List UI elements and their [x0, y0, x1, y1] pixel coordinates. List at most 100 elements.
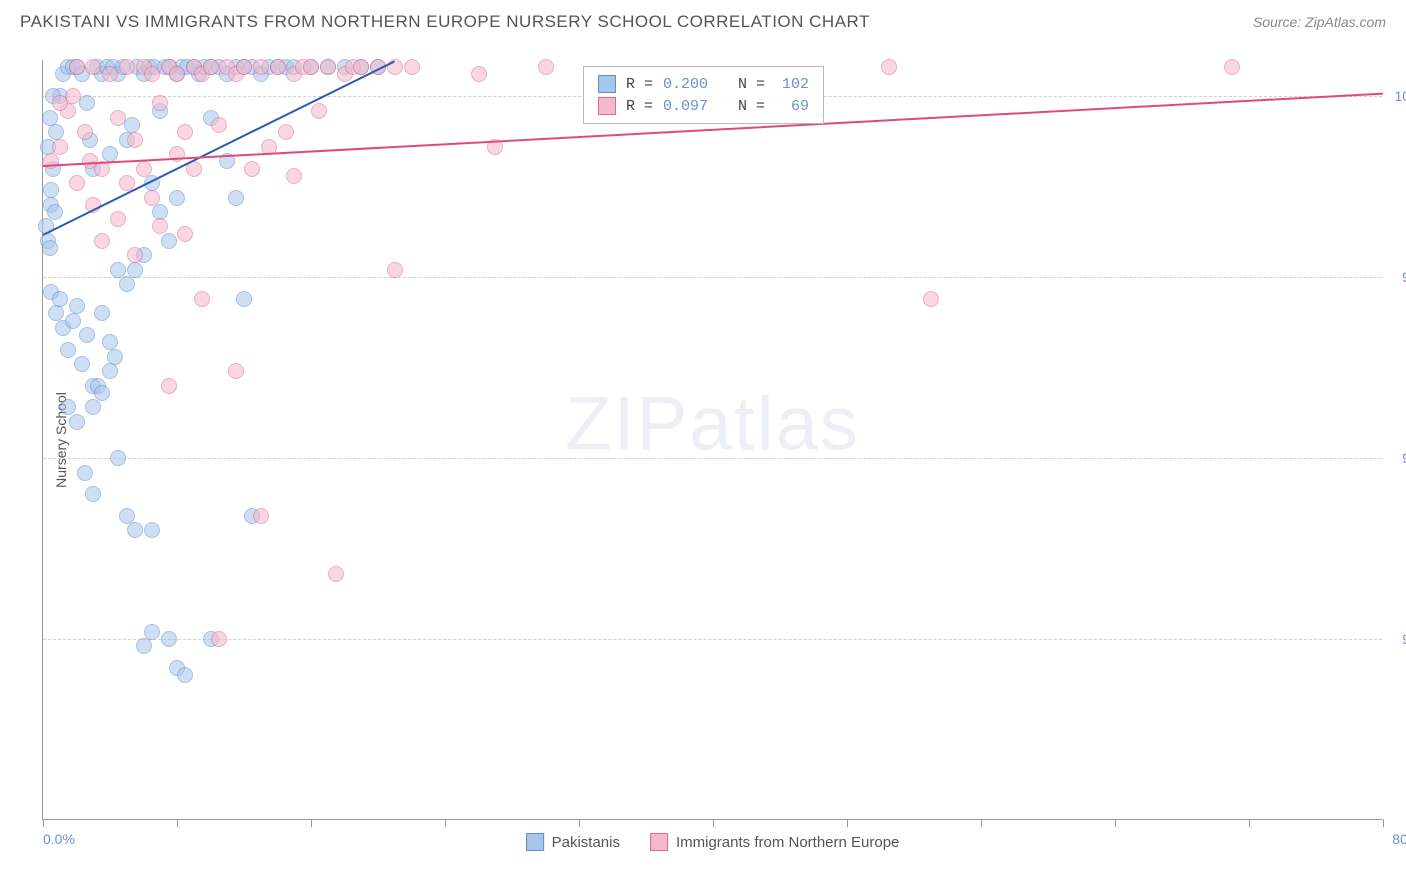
data-point: [69, 175, 85, 191]
data-point: [77, 124, 93, 140]
data-point: [244, 161, 260, 177]
r-value: 0.200: [663, 76, 708, 93]
chart-header: PAKISTANI VS IMMIGRANTS FROM NORTHERN EU…: [0, 0, 1406, 40]
data-point: [236, 291, 252, 307]
data-point: [69, 414, 85, 430]
data-point: [94, 385, 110, 401]
data-point: [211, 117, 227, 133]
data-point: [169, 190, 185, 206]
data-point: [94, 233, 110, 249]
n-value: 69: [775, 98, 809, 115]
gridline: [43, 458, 1382, 459]
watermark-zip: ZIP: [565, 382, 689, 467]
data-point: [102, 66, 118, 82]
x-tick: [43, 819, 44, 827]
data-point: [144, 624, 160, 640]
series-name: Immigrants from Northern Europe: [676, 834, 899, 851]
data-point: [136, 161, 152, 177]
data-point: [538, 59, 554, 75]
n-value: 102: [775, 76, 809, 93]
data-point: [303, 59, 319, 75]
y-tick-label: 95.0%: [1387, 450, 1406, 466]
x-tick: [1115, 819, 1116, 827]
y-tick-label: 100.0%: [1387, 88, 1406, 104]
data-point: [278, 124, 294, 140]
data-point: [144, 66, 160, 82]
x-tick: [713, 819, 714, 827]
x-tick: [311, 819, 312, 827]
data-point: [102, 146, 118, 162]
data-point: [1224, 59, 1240, 75]
x-tick: [847, 819, 848, 827]
data-point: [144, 522, 160, 538]
data-point: [43, 153, 59, 169]
data-point: [47, 204, 63, 220]
r-value: 0.097: [663, 98, 708, 115]
data-point: [74, 356, 90, 372]
x-tick: [579, 819, 580, 827]
chart-title: PAKISTANI VS IMMIGRANTS FROM NORTHERN EU…: [20, 12, 870, 32]
data-point: [177, 667, 193, 683]
data-point: [144, 190, 160, 206]
data-point: [52, 139, 68, 155]
data-point: [119, 59, 135, 75]
data-point: [94, 305, 110, 321]
data-point: [923, 291, 939, 307]
data-point: [881, 59, 897, 75]
data-point: [65, 313, 81, 329]
legend-swatch: [650, 833, 668, 851]
data-point: [65, 88, 81, 104]
data-point: [236, 59, 252, 75]
data-point: [69, 298, 85, 314]
data-point: [48, 124, 64, 140]
y-tick-label: 97.5%: [1387, 269, 1406, 285]
chart-source: Source: ZipAtlas.com: [1253, 14, 1386, 30]
x-tick: [981, 819, 982, 827]
x-tick-label: 80.0%: [1392, 831, 1406, 847]
data-point: [127, 247, 143, 263]
data-point: [102, 363, 118, 379]
data-point: [253, 508, 269, 524]
data-point: [328, 566, 344, 582]
series-legend-item: Pakistanis: [526, 833, 620, 851]
data-point: [161, 378, 177, 394]
y-tick-label: 92.5%: [1387, 631, 1406, 647]
data-point: [52, 291, 68, 307]
data-point: [127, 262, 143, 278]
data-point: [320, 59, 336, 75]
legend-swatch: [598, 75, 616, 93]
data-point: [177, 124, 193, 140]
data-point: [286, 168, 302, 184]
data-point: [69, 59, 85, 75]
x-tick: [177, 819, 178, 827]
data-point: [161, 631, 177, 647]
data-point: [127, 132, 143, 148]
data-point: [60, 399, 76, 415]
r-label: R =: [626, 76, 653, 93]
series-name: Pakistanis: [552, 834, 620, 851]
data-point: [270, 59, 286, 75]
stats-legend-row: R = 0.200 N = 102: [598, 73, 809, 95]
data-point: [169, 66, 185, 82]
data-point: [110, 211, 126, 227]
data-point: [110, 262, 126, 278]
data-point: [79, 327, 95, 343]
data-point: [110, 450, 126, 466]
data-point: [85, 59, 101, 75]
data-point: [152, 95, 168, 111]
x-tick-label: 0.0%: [43, 831, 75, 847]
gridline: [43, 277, 1382, 278]
watermark-atlas: atlas: [689, 382, 860, 467]
n-label: N =: [738, 76, 765, 93]
data-point: [194, 291, 210, 307]
watermark: ZIPatlas: [565, 381, 860, 468]
data-point: [85, 486, 101, 502]
series-legend: Pakistanis Immigrants from Northern Europ…: [526, 833, 900, 851]
data-point: [311, 103, 327, 119]
data-point: [177, 226, 193, 242]
data-point: [228, 363, 244, 379]
data-point: [387, 262, 403, 278]
data-point: [471, 66, 487, 82]
data-point: [85, 399, 101, 415]
data-point: [161, 233, 177, 249]
